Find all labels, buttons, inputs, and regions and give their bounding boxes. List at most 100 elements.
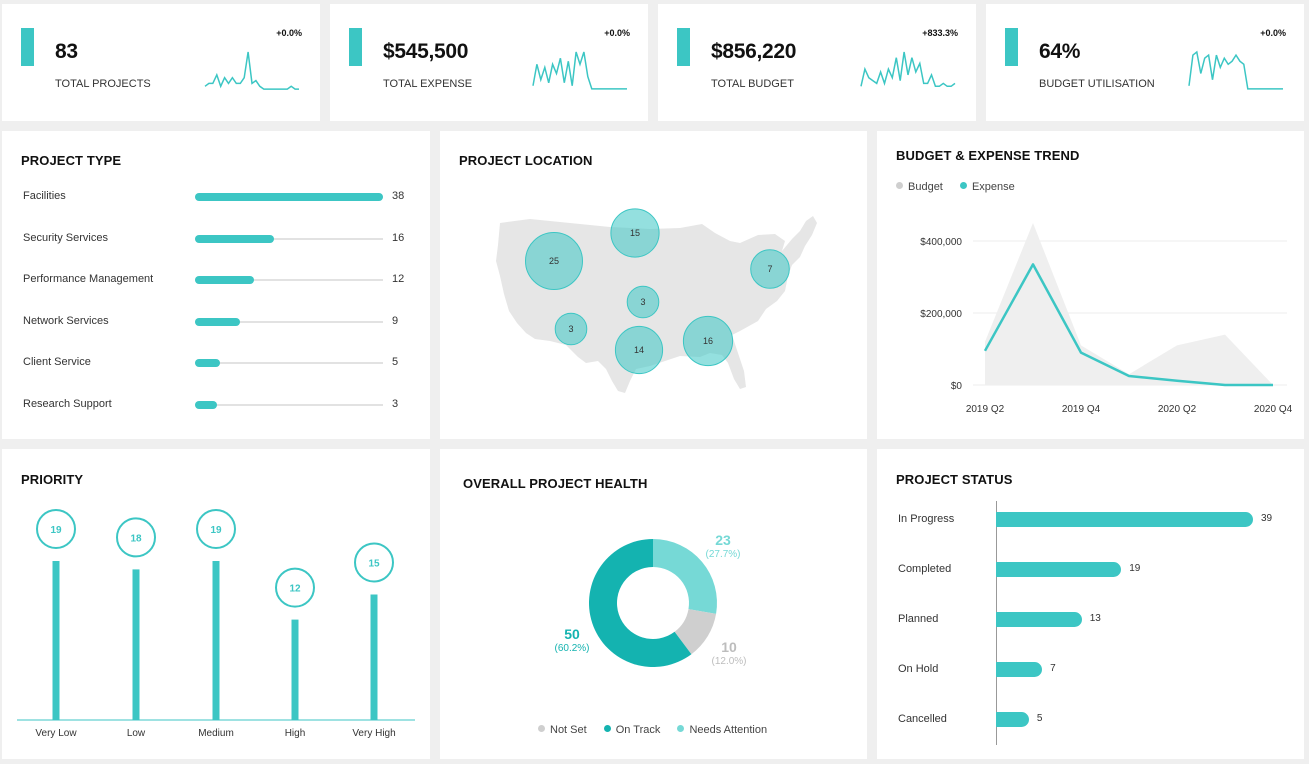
kpi-card-projects: 83 TOTAL PROJECTS +0.0% [2, 4, 320, 121]
project-type-row[interactable]: Facilities 38 [22, 187, 412, 207]
priority-bar[interactable] [52, 561, 60, 720]
bar[interactable] [996, 712, 1029, 727]
priority-value: 12 [289, 584, 301, 595]
map-bubble-label: 25 [549, 256, 559, 266]
project-type-row[interactable]: Security Services 16 [22, 229, 412, 249]
map-bubble[interactable] [610, 208, 660, 258]
map-bubble[interactable] [682, 315, 734, 367]
bar-track [195, 193, 383, 201]
needs-attention-pct: (27.7%) [705, 549, 741, 560]
kpi-change: +833.3% [922, 28, 958, 38]
bar-track [195, 401, 383, 409]
project-type-row[interactable]: Network Services 9 [22, 312, 412, 332]
priority-category-label: Low [127, 728, 146, 739]
bar-label: On Hold [898, 663, 939, 675]
kpi-change: +0.0% [1260, 28, 1286, 38]
project-type-row[interactable]: Client Service 5 [22, 353, 412, 373]
legend-item-expense[interactable]: Expense [959, 181, 1015, 193]
bar-value: 5 [392, 356, 399, 368]
map-bubble-label: 3 [640, 297, 645, 307]
priority-bar[interactable] [370, 594, 378, 721]
bar[interactable] [195, 276, 255, 284]
project-status-row[interactable]: Completed 19 [897, 560, 1297, 580]
bar-label: Research Support [23, 398, 112, 410]
card-title: OVERALL PROJECT HEALTH [463, 476, 648, 491]
map-bubble-label: 14 [634, 345, 644, 355]
legend-label: Needs Attention [689, 724, 768, 736]
priority-value: 18 [130, 533, 142, 544]
donut-slice[interactable] [589, 539, 692, 667]
bar[interactable] [195, 318, 240, 326]
kpi-accent-bar [677, 28, 690, 66]
bar-label: Planned [898, 613, 939, 625]
project-status-row[interactable]: Cancelled 5 [897, 710, 1297, 730]
map-bubble[interactable] [554, 312, 588, 346]
kpi-value: 83 [55, 40, 78, 63]
y-tick-label: $200,000 [920, 309, 962, 320]
bar-value: 19 [1129, 563, 1141, 574]
map-bubble[interactable] [525, 232, 583, 290]
legend-label: Not Set [550, 724, 587, 736]
not-set-pct: (12.0%) [711, 656, 747, 667]
on-track-value: 50 [564, 626, 580, 642]
priority-bubble [354, 542, 394, 583]
chart-legend: Not Set On Track Needs Attention [538, 724, 781, 736]
bar[interactable] [195, 359, 220, 367]
project-type-row[interactable]: Research Support 3 [22, 395, 412, 415]
legend-item-budget[interactable]: Budget [896, 181, 943, 193]
bar[interactable] [195, 401, 217, 409]
bar-label: Security Services [23, 232, 108, 244]
sparkline-line [860, 51, 956, 88]
bar[interactable] [996, 612, 1082, 627]
budget-area[interactable] [985, 223, 1273, 385]
map-bubble[interactable] [750, 249, 790, 289]
priority-bubble [196, 509, 236, 549]
kpi-value: 64% [1039, 40, 1081, 63]
legend-label: Expense [971, 181, 1015, 193]
bar[interactable] [195, 235, 275, 243]
bar-track [195, 359, 383, 367]
priority-bubble [275, 567, 315, 608]
chart-legend: Budget Expense [896, 181, 1029, 193]
sparkline [860, 51, 956, 88]
donut-slice[interactable] [653, 539, 717, 614]
bar[interactable] [996, 512, 1253, 527]
kpi-value: $545,500 [383, 40, 469, 63]
map-bubble[interactable] [614, 325, 664, 375]
bar[interactable] [996, 662, 1043, 677]
kpi-label: TOTAL EXPENSE [383, 78, 473, 90]
map-bubble-label: 3 [568, 324, 573, 334]
expense-line[interactable] [983, 263, 1273, 387]
card-title: PROJECT LOCATION [459, 153, 593, 168]
project-status-row[interactable]: On Hold 7 [897, 660, 1297, 680]
on-track-pct: (60.2%) [554, 643, 590, 654]
bar[interactable] [996, 562, 1122, 577]
project-status-row[interactable]: In Progress 39 [897, 510, 1297, 530]
budget-trend-card: BUDGET & EXPENSE TREND Budget Expense $4… [877, 131, 1304, 439]
priority-chart: 19 Very Low 18 Low 19 Medium 12 High 15 Very High [17, 509, 415, 739]
project-type-row[interactable]: Performance Management 12 [22, 270, 412, 290]
sparkline [532, 51, 627, 90]
not-set-value: 10 [721, 639, 737, 655]
bar[interactable] [195, 193, 383, 201]
card-title: PROJECT TYPE [21, 153, 122, 168]
card-title: BUDGET & EXPENSE TREND [896, 148, 1080, 163]
priority-bar[interactable] [212, 561, 220, 720]
project-status-row[interactable]: Planned 13 [897, 610, 1297, 630]
trend-chart: $400,000 $200,000 $0 2019 Q2 2019 Q4 2020 Q2 2… [920, 223, 1293, 415]
donut-slice[interactable] [674, 609, 717, 655]
project-health-card: OVERALL PROJECT HEALTH 23 (27.7%) 10 (12… [440, 449, 867, 759]
legend-item-needs-attention[interactable]: Needs Attention [677, 724, 767, 736]
y-tick-label: $400,000 [920, 237, 962, 248]
map-bubble[interactable] [626, 285, 660, 319]
priority-bar[interactable] [132, 569, 140, 720]
legend-item-not-set[interactable]: Not Set [538, 724, 587, 736]
map-bubble-label: 7 [767, 264, 772, 274]
bar-value: 16 [392, 232, 405, 244]
legend-label: On Track [615, 724, 661, 736]
needs-attention-value: 23 [715, 532, 731, 548]
priority-bar[interactable] [291, 619, 299, 720]
bar-track [195, 235, 383, 243]
kpi-label: BUDGET UTILISATION [1039, 78, 1155, 90]
legend-item-on-track[interactable]: On Track [603, 724, 661, 736]
